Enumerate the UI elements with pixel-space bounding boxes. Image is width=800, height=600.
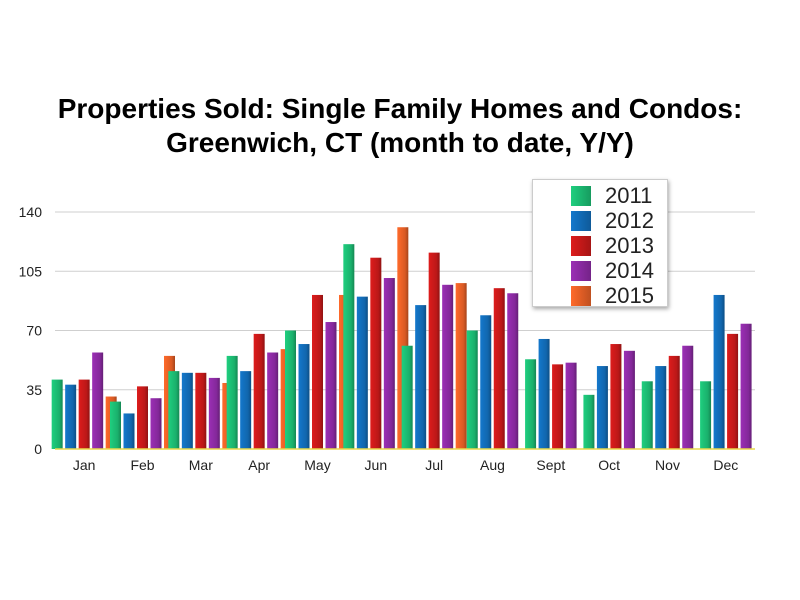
x-tick-label: Sept <box>536 457 565 473</box>
x-tick-label: Jan <box>73 457 96 473</box>
y-tick-label: 70 <box>26 323 42 339</box>
bar-2013-Apr <box>253 333 265 449</box>
legend-label: 2012 <box>605 207 654 233</box>
bar-2014-Jan <box>92 352 104 449</box>
bar-2011-Oct <box>583 394 595 449</box>
legend-label: 2013 <box>605 232 654 258</box>
y-tick-label: 140 <box>19 204 43 220</box>
bar-2012-Aug <box>480 315 492 449</box>
legend-item: 2014 <box>571 258 667 283</box>
legend-label: 2011 <box>605 182 653 208</box>
y-tick-label: 0 <box>34 441 42 457</box>
bar-2011-Apr <box>226 355 238 449</box>
legend-item: 2012 <box>571 208 667 233</box>
bar-2013-May <box>312 294 323 449</box>
legend-swatch <box>571 185 591 206</box>
bar-2013-Mar <box>195 372 207 449</box>
bar-2014-Dec <box>740 323 752 449</box>
bar-2011-Sept <box>525 359 537 449</box>
bar-2014-Mar <box>208 377 220 449</box>
bar-2011-Aug <box>466 330 478 449</box>
bar-2014-Aug <box>507 293 519 449</box>
bar-2013-Aug <box>493 288 505 449</box>
bar-2011-Mar <box>168 371 180 449</box>
bar-2012-Dec <box>713 294 725 449</box>
bar-2013-Jan <box>78 379 90 449</box>
bar-2013-Jun <box>370 257 382 449</box>
x-tick-label: Feb <box>130 457 154 473</box>
bar-2014-Sept <box>565 362 577 449</box>
x-tick-label: Nov <box>655 457 680 473</box>
x-tick-label: Jun <box>365 457 388 473</box>
bar-2012-Nov <box>655 366 667 449</box>
bar-2011-Dec <box>700 381 712 449</box>
y-tick-label: 105 <box>19 263 43 279</box>
bar-2013-Jul <box>428 252 440 449</box>
bar-2012-Oct <box>596 366 608 449</box>
x-tick-label: Dec <box>713 457 738 473</box>
legend-label: 2015 <box>605 282 654 308</box>
bar-2013-Feb <box>137 386 148 449</box>
x-tick-label: Oct <box>598 457 620 473</box>
x-tick-label: May <box>304 457 330 473</box>
bar-2011-Jul <box>401 345 413 449</box>
legend-item: 2013 <box>571 233 667 258</box>
bar-2013-Oct <box>610 344 622 449</box>
bar-2012-Apr <box>240 371 252 449</box>
bar-2014-Apr <box>267 352 279 449</box>
x-tick-label: Aug <box>480 457 505 473</box>
legend: 2011 2012 2013 2014 2015 <box>532 179 668 308</box>
chart-title: Properties Sold: Single Family Homes and… <box>0 92 800 160</box>
bar-2013-Dec <box>727 333 739 449</box>
legend-swatch <box>571 210 591 231</box>
legend-swatch <box>571 260 591 281</box>
bar-2011-Jun <box>343 244 355 449</box>
bar-2011-Jan <box>51 379 63 449</box>
bar-2012-May <box>298 344 310 449</box>
y-tick-label: 35 <box>26 382 42 398</box>
x-tick-label: Jul <box>425 457 443 473</box>
legend-swatch <box>571 285 591 306</box>
bar-2011-May <box>285 330 296 449</box>
bar-2012-Jun <box>356 296 368 449</box>
bar-2012-Jul <box>415 305 427 449</box>
bar-2013-Nov <box>668 355 680 449</box>
legend-label: 2014 <box>605 257 654 283</box>
bar-2014-May <box>325 322 337 449</box>
bar-2012-Mar <box>181 372 193 449</box>
bar-2013-Sept <box>552 364 564 449</box>
legend-item: 2011 <box>571 183 667 208</box>
x-tick-label: Apr <box>248 457 270 473</box>
chart-title-line-2: Greenwich, CT (month to date, Y/Y) <box>166 127 634 158</box>
bar-2011-Nov <box>641 381 653 449</box>
bar-2014-Nov <box>682 345 694 449</box>
bar-2012-Jan <box>65 384 77 449</box>
bar-2014-Jun <box>383 278 395 449</box>
bar-2011-Feb <box>110 401 121 449</box>
legend-swatch <box>571 235 591 256</box>
bar-2014-Jul <box>442 284 454 449</box>
bar-2012-Sept <box>538 338 550 449</box>
chart-title-line-1: Properties Sold: Single Family Homes and… <box>57 93 743 124</box>
bar-2012-Feb <box>123 413 135 449</box>
bar-2014-Oct <box>623 350 635 449</box>
bar-2014-Feb <box>150 398 162 449</box>
bar-2015-Jun <box>397 227 409 449</box>
bar-2015-Jul <box>455 283 467 449</box>
x-tick-label: Mar <box>189 457 213 473</box>
legend-item: 2015 <box>571 283 667 308</box>
